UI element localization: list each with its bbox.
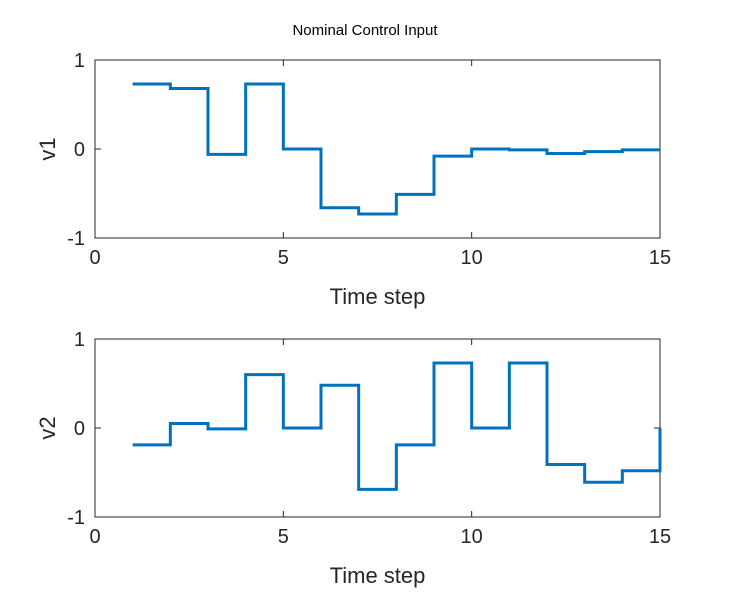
y-tick-label: 1 (74, 329, 85, 351)
x-tick-label: 15 (649, 247, 671, 269)
y-tick-label: 0 (74, 139, 85, 161)
x-tick-label: 0 (89, 526, 100, 548)
x-tick-label: 5 (278, 526, 289, 548)
y-tick-label: 0 (74, 418, 85, 440)
figure-title: Nominal Control Input (292, 22, 438, 39)
y-axis-label: v2 (35, 416, 60, 439)
axes-box (94, 59, 661, 239)
axes-box (94, 338, 661, 518)
y-tick-label: -1 (67, 228, 85, 250)
y-tick-label: -1 (67, 507, 85, 529)
x-tick-label: 0 (89, 247, 100, 269)
x-axis-label: Time step (330, 563, 426, 588)
x-tick-label: 10 (461, 526, 483, 548)
x-axis-label: Time step (330, 284, 426, 309)
x-tick-label: 15 (649, 526, 671, 548)
x-tick-label: 10 (461, 247, 483, 269)
x-tick-label: 5 (278, 247, 289, 269)
series-line-v2 (132, 361, 662, 491)
series-line-v1 (132, 82, 660, 216)
y-axis-label: v1 (35, 137, 60, 160)
y-tick-label: 1 (74, 50, 85, 72)
